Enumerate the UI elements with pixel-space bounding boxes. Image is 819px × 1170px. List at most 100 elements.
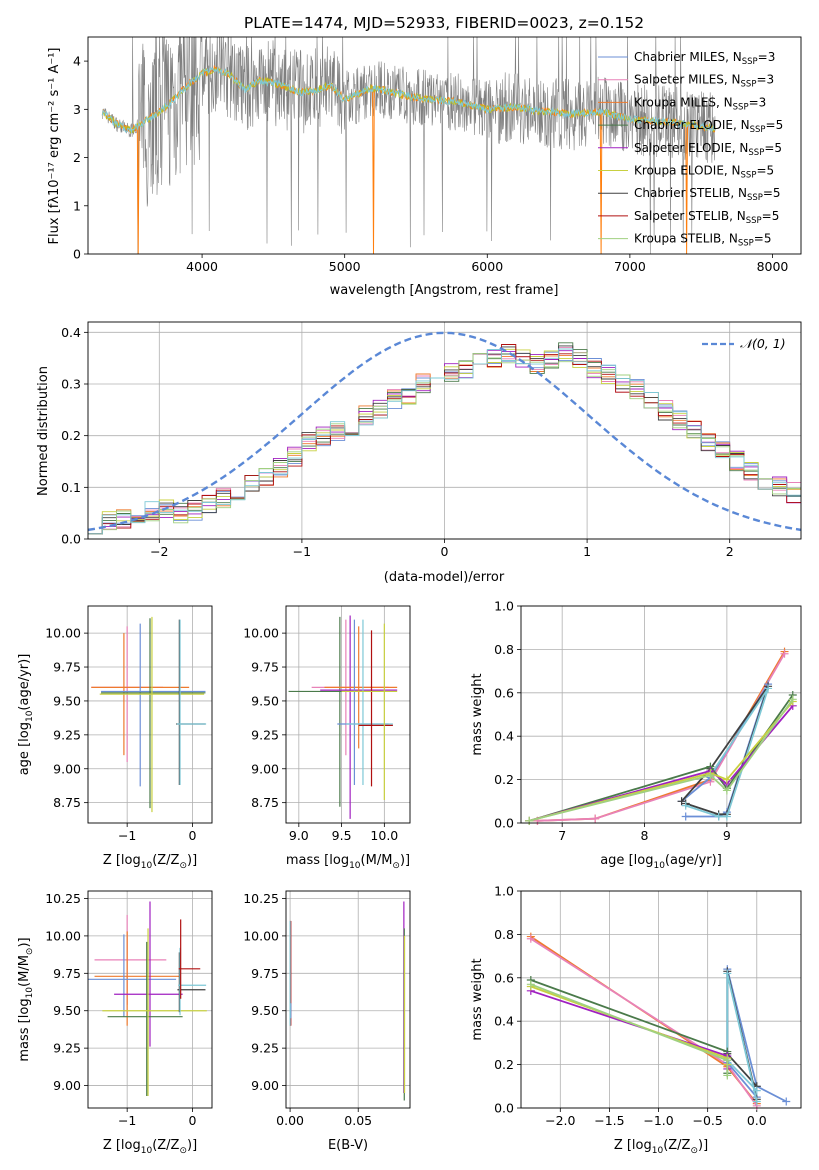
y-tick-label: 9.50 (251, 1003, 279, 1018)
weight-point-marker (706, 771, 715, 780)
y-tick-label: 10.00 (243, 626, 279, 641)
x-axis-label-part: Z [log (103, 1138, 141, 1153)
legend-name: Chabrier STELIB, N (634, 186, 747, 200)
x-axis-label-part: 10 (141, 1146, 153, 1156)
y-tick-label: 0.2 (494, 772, 514, 787)
weight-point-marker (752, 1086, 761, 1095)
plot-frame (87, 605, 213, 824)
y-tick-label: 10.00 (45, 626, 81, 641)
y-tick-label: 0 (73, 247, 81, 262)
weight-point-marker (722, 775, 731, 784)
x-tick-label: 0 (188, 1113, 196, 1128)
weight-point-marker (526, 980, 535, 989)
histogram-step (88, 352, 801, 535)
x-tick-label: 8000 (757, 259, 789, 274)
weight-point-marker (722, 786, 731, 795)
y-axis-label-part: 10 (25, 987, 35, 999)
x-axis-label-part: (Z/Z (663, 1138, 690, 1153)
y-axis-label: mass weight (470, 673, 485, 755)
legend-name: Salpeter MILES, N (634, 73, 741, 87)
y-tick-label: 0.2 (61, 428, 81, 443)
x-axis-label-part: )] (187, 853, 197, 868)
plot-frame (87, 321, 802, 540)
y-tick-label: 9.25 (53, 1041, 81, 1056)
y-tick-label: 9.00 (53, 761, 81, 776)
y-tick-label: 9.50 (53, 1003, 81, 1018)
x-axis-label-part: (M/M (361, 853, 393, 868)
x-axis-label-part: )] (400, 853, 410, 868)
model-spectrum-line (101, 66, 716, 134)
plot-frame (87, 890, 213, 1109)
x-tick-label: 2 (726, 544, 734, 559)
residuals-panel: −2 −1 0 1 2 0.0 0.1 0.2 0.3 0.4 (data-model)/erro… (36, 321, 802, 585)
x-axis-label-part: 10 (652, 1146, 664, 1156)
y-tick-label: 0.4 (61, 325, 81, 340)
x-axis-label: age [log10(age/yr)] (600, 853, 722, 871)
x-axis-label: mass [log10(M/M⊙)] (286, 853, 410, 871)
legend-eq: =3 (758, 50, 776, 64)
y-tick-label: 9.00 (251, 1078, 279, 1093)
x-axis-label-part: )] (187, 1138, 197, 1153)
gaussian-legend-label: 𝒩(0, 1) (740, 336, 786, 351)
y-tick-label: 9.00 (53, 1078, 81, 1093)
y-tick-label: 8.75 (53, 795, 81, 810)
x-tick-label: −1 (118, 828, 136, 843)
x-tick-label: −2.0 (545, 1113, 575, 1128)
weight-point-marker (723, 1056, 732, 1065)
x-axis-label-part: 10 (141, 861, 153, 871)
y-tick-label: 9.75 (53, 966, 81, 981)
legend-sub: SSP (750, 125, 766, 135)
legend-sub: SSP (738, 239, 754, 249)
legend-sub: SSP (733, 102, 749, 112)
x-tick-label: 0.0 (747, 1113, 767, 1128)
legend-name: Chabrier MILES, N (634, 50, 742, 64)
histogram-step (88, 344, 801, 535)
y-axis-label-part: ⊙ (25, 948, 35, 956)
residuals-xlabel: (data-model)/error (384, 570, 505, 585)
x-tick-label: 4000 (186, 259, 218, 274)
x-tick-label: −1 (118, 1113, 136, 1128)
y-tick-label: 0.6 (494, 685, 514, 700)
y-tick-label: 1 (73, 198, 81, 213)
weight-series-line (528, 698, 794, 822)
y-tick-label: 2 (73, 150, 81, 165)
weight-point-marker (681, 812, 690, 821)
spectrum-xlabel: wavelength [Angstrom, rest frame] (330, 283, 559, 298)
legend-name: Chabrier ELODIE, N (634, 118, 750, 132)
y-tick-label: 9.25 (53, 727, 81, 742)
weight-point-marker (681, 801, 690, 810)
legend-name: Kroupa MILES, N (634, 95, 733, 109)
chart-title: PLATE=1474, MJD=52933, FIBERID=0023, z=0… (244, 14, 644, 32)
x-axis-label: Z [log10(Z/Z⊙)] (614, 1138, 708, 1156)
weight-point-marker (714, 812, 723, 821)
y-tick-label: 0.0 (494, 816, 514, 831)
x-tick-label: 6000 (471, 259, 503, 274)
spectrum-ylabel: Flux [fλ10⁻¹⁷ erg cm⁻² s⁻¹ A⁻¹] (47, 48, 62, 245)
weight-point-marker (752, 1097, 761, 1106)
x-axis-label-part: age [log (600, 853, 653, 868)
y-axis-label-part: )] (17, 937, 32, 947)
x-axis-label-part: ⊙ (179, 1146, 187, 1156)
weight-point-marker (782, 1097, 791, 1106)
weight-point-marker (788, 695, 797, 704)
x-axis-label-part: (Z/Z (152, 853, 179, 868)
legend-entry: Kroupa ELODIE, NSSP=5 (634, 164, 774, 181)
x-axis-label-part: )] (698, 1138, 708, 1153)
y-tick-label: 9.00 (251, 761, 279, 776)
mass-vs-extinction-panel: 0.00 0.05 9.00 9.25 9.50 9.75 10.00 10.25 E(B-V) (243, 890, 411, 1153)
plot-frame (87, 36, 802, 255)
y-tick-label: 0.2 (494, 1057, 514, 1072)
weight-point-marker (780, 649, 789, 658)
weight-point-marker (723, 1071, 732, 1080)
histogram-step (88, 348, 801, 535)
y-tick-label: 3 (73, 102, 81, 117)
y-tick-label: 10.00 (45, 928, 81, 943)
y-tick-label: 0.0 (494, 1101, 514, 1116)
legend-entry: Chabrier ELODIE, NSSP=5 (634, 118, 783, 135)
y-axis-label: mass weight (470, 958, 485, 1040)
y-tick-label: 0.8 (494, 927, 514, 942)
plot-frame (285, 890, 411, 1109)
x-tick-label: 9.5 (332, 828, 352, 843)
gaussian-curve (88, 331, 801, 532)
